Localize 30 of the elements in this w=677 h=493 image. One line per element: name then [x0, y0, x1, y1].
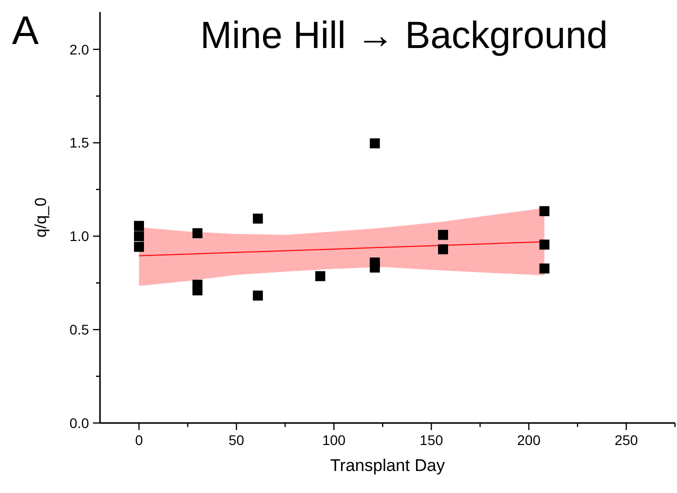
point	[539, 206, 550, 216]
x-tick-label: 250	[614, 432, 638, 448]
point	[192, 285, 202, 296]
y-tick-label: 1.0	[70, 228, 90, 244]
point	[134, 231, 144, 242]
x-tick-label: 0	[135, 432, 144, 448]
point	[539, 240, 550, 250]
point	[539, 264, 550, 274]
y-axis-title: q/q_0	[33, 197, 50, 238]
point	[370, 138, 380, 148]
text: A	[12, 9, 39, 53]
point	[438, 244, 448, 254]
x-tick-label: 100	[322, 432, 346, 448]
point	[438, 230, 448, 240]
y-tick-label: 2.0	[70, 41, 90, 58]
x-tick-label: 150	[420, 432, 444, 448]
point	[315, 271, 326, 282]
point	[192, 228, 202, 238]
point	[134, 220, 144, 231]
y-tick-label: 0.0	[70, 414, 90, 431]
x-tick-label: 200	[517, 432, 541, 448]
chart-title: Mine Hill → Background	[200, 15, 608, 57]
point	[252, 290, 263, 301]
point	[252, 214, 263, 224]
y-tick-label: 1.5	[70, 134, 90, 151]
point	[134, 242, 144, 252]
point	[370, 262, 380, 273]
x-tick-label: 50	[228, 432, 244, 448]
x-axis-title: Transplant Day	[330, 456, 446, 475]
y-tick-label: 0.5	[70, 321, 90, 338]
